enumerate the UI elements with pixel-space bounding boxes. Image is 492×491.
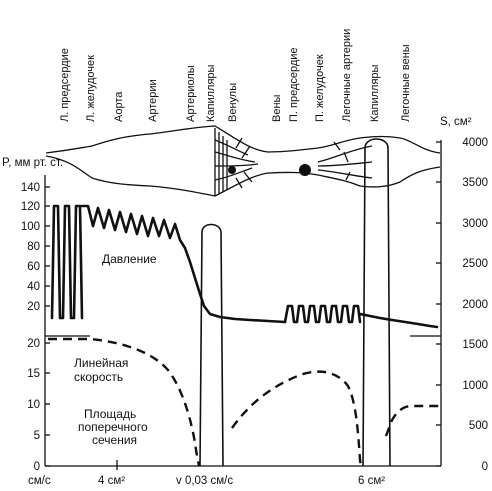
area-label-line3: сечения <box>92 433 137 447</box>
tick-label: 4000 <box>462 137 488 149</box>
bottom-unit-label: см/с <box>28 475 51 487</box>
velocity-label-line2: скорость <box>74 370 123 384</box>
tick-label: 120 <box>21 201 40 213</box>
section-label-venules: Венулы <box>227 83 239 122</box>
section-label-capillaries: Капилляры <box>205 64 217 122</box>
tick-r1000: 1000 <box>436 380 488 392</box>
tick-label: 2000 <box>462 299 488 311</box>
area-label-line2: поперечного <box>78 420 148 434</box>
tick-label: 3500 <box>462 177 488 189</box>
left-axis-velocity: 20 15 10 5 0 <box>27 338 50 473</box>
section-label-pulmonary-capillaries: Капилляры <box>369 64 381 122</box>
tick-r4000: 4000 <box>436 137 488 149</box>
tick-label: 60 <box>27 261 40 273</box>
pulmonary-capillary-bed <box>299 141 373 181</box>
tick-20: 20 <box>27 301 50 313</box>
pressure-label: Давление <box>102 252 157 266</box>
tick-label: 140 <box>21 182 40 194</box>
left-axis-title: P, мм рт. ст. <box>2 157 63 169</box>
tick-v0: 0 <box>34 461 50 473</box>
section-label-arterioles: Артериолы <box>185 65 197 122</box>
section-label-veins: Вены <box>271 94 283 122</box>
tick-r2000: 2000 <box>436 299 488 311</box>
pressure-ventricle-pulses <box>50 204 84 320</box>
section-label-arteries: Артерии <box>147 79 159 122</box>
venous-dash <box>231 370 363 467</box>
tick-r2500: 2500 <box>436 258 488 270</box>
left-axis-pressure: P, мм рт. ст. 140 120 100 80 60 40 20 <box>2 157 63 313</box>
pressure-curve: Давление <box>50 204 439 329</box>
section-label-right-ventricle: П. желудочек <box>314 54 326 122</box>
section-label-left-ventricle: Л. желудочек <box>85 55 97 122</box>
tick-r3000: 3000 <box>436 218 488 230</box>
tick-label: 1000 <box>462 380 488 392</box>
tick-label: 2500 <box>462 258 488 270</box>
tick-label: 20 <box>27 301 40 313</box>
tick-140: 140 <box>21 182 50 194</box>
section-label-pulmonary-arteries: Легочные артерии <box>341 29 353 122</box>
pulmonary-capillary-pillar <box>362 138 391 467</box>
tick-120: 120 <box>21 201 50 213</box>
systemic-area-velocity-dash <box>48 337 201 467</box>
section-labels: Л. предсердие Л. желудочек Аорта Артерии… <box>59 29 412 122</box>
section-label-right-atrium: П. предсердие <box>288 47 300 122</box>
tick-label: 10 <box>27 399 40 411</box>
tick-v15: 15 <box>27 368 50 380</box>
pressure-right-heart-pulses <box>283 304 362 324</box>
tick-100: 100 <box>21 221 50 233</box>
tick-v20: 20 <box>27 338 50 350</box>
bottom-velocity-label: v 0,03 см/с <box>176 475 233 487</box>
tick-label: 40 <box>27 281 40 293</box>
tick-v10: 10 <box>27 399 50 411</box>
tick-label: 500 <box>469 420 488 432</box>
bottom-area-right: 6 см² <box>358 475 385 487</box>
pressure-aorta-oscillation <box>80 204 287 324</box>
bottom-labels: см/с 4 см² v 0,03 см/с 6 см² <box>28 460 385 487</box>
tick-label: 5 <box>34 430 40 442</box>
vessel-lower-outline <box>45 155 441 197</box>
tick-label: 0 <box>34 461 40 473</box>
tick-r0: 0 <box>436 461 488 473</box>
tick-label: 1500 <box>462 339 488 351</box>
tick-60: 60 <box>27 261 50 273</box>
right-axis-title: S, см² <box>440 116 472 128</box>
vessel-outline <box>45 125 441 197</box>
pulmonary-vein-dash <box>384 404 440 437</box>
capillary-area-pillars <box>199 138 391 467</box>
right-axis-area: S, см² 4000 3500 3000 2500 2000 1500 100… <box>436 116 488 473</box>
tick-r3500: 3500 <box>436 177 488 189</box>
systemic-capillary-pillar <box>199 223 224 467</box>
tick-r1500: 1500 <box>436 339 488 351</box>
tick-r500: 500 <box>436 420 488 432</box>
tick-label: 20 <box>27 338 40 350</box>
section-label-left-atrium: Л. предсердие <box>59 48 71 122</box>
section-label-pulmonary-veins: Легочные вены <box>400 44 412 122</box>
tick-label: 80 <box>27 241 40 253</box>
tick-label: 100 <box>21 221 40 233</box>
tick-label: 15 <box>27 368 40 380</box>
velocity-label-line1: Линейная <box>74 356 128 370</box>
tick-v5: 5 <box>34 430 50 442</box>
vessel-upper-outline <box>45 125 441 154</box>
velocity-area-curves: Линейная скорость Площадь поперечного се… <box>48 337 440 467</box>
pressure-pulmonary-decline <box>358 312 439 329</box>
axes-frame <box>44 140 442 467</box>
area-label-line1: Площадь <box>84 407 136 421</box>
tick-40: 40 <box>27 281 50 293</box>
bottom-area-left: 4 см² <box>98 475 125 487</box>
tick-80: 80 <box>27 241 50 253</box>
tick-label: 3000 <box>462 218 488 230</box>
systemic-capillary-bed <box>214 128 259 196</box>
tick-label: 0 <box>482 461 488 473</box>
section-label-aorta: Аорта <box>113 91 125 122</box>
